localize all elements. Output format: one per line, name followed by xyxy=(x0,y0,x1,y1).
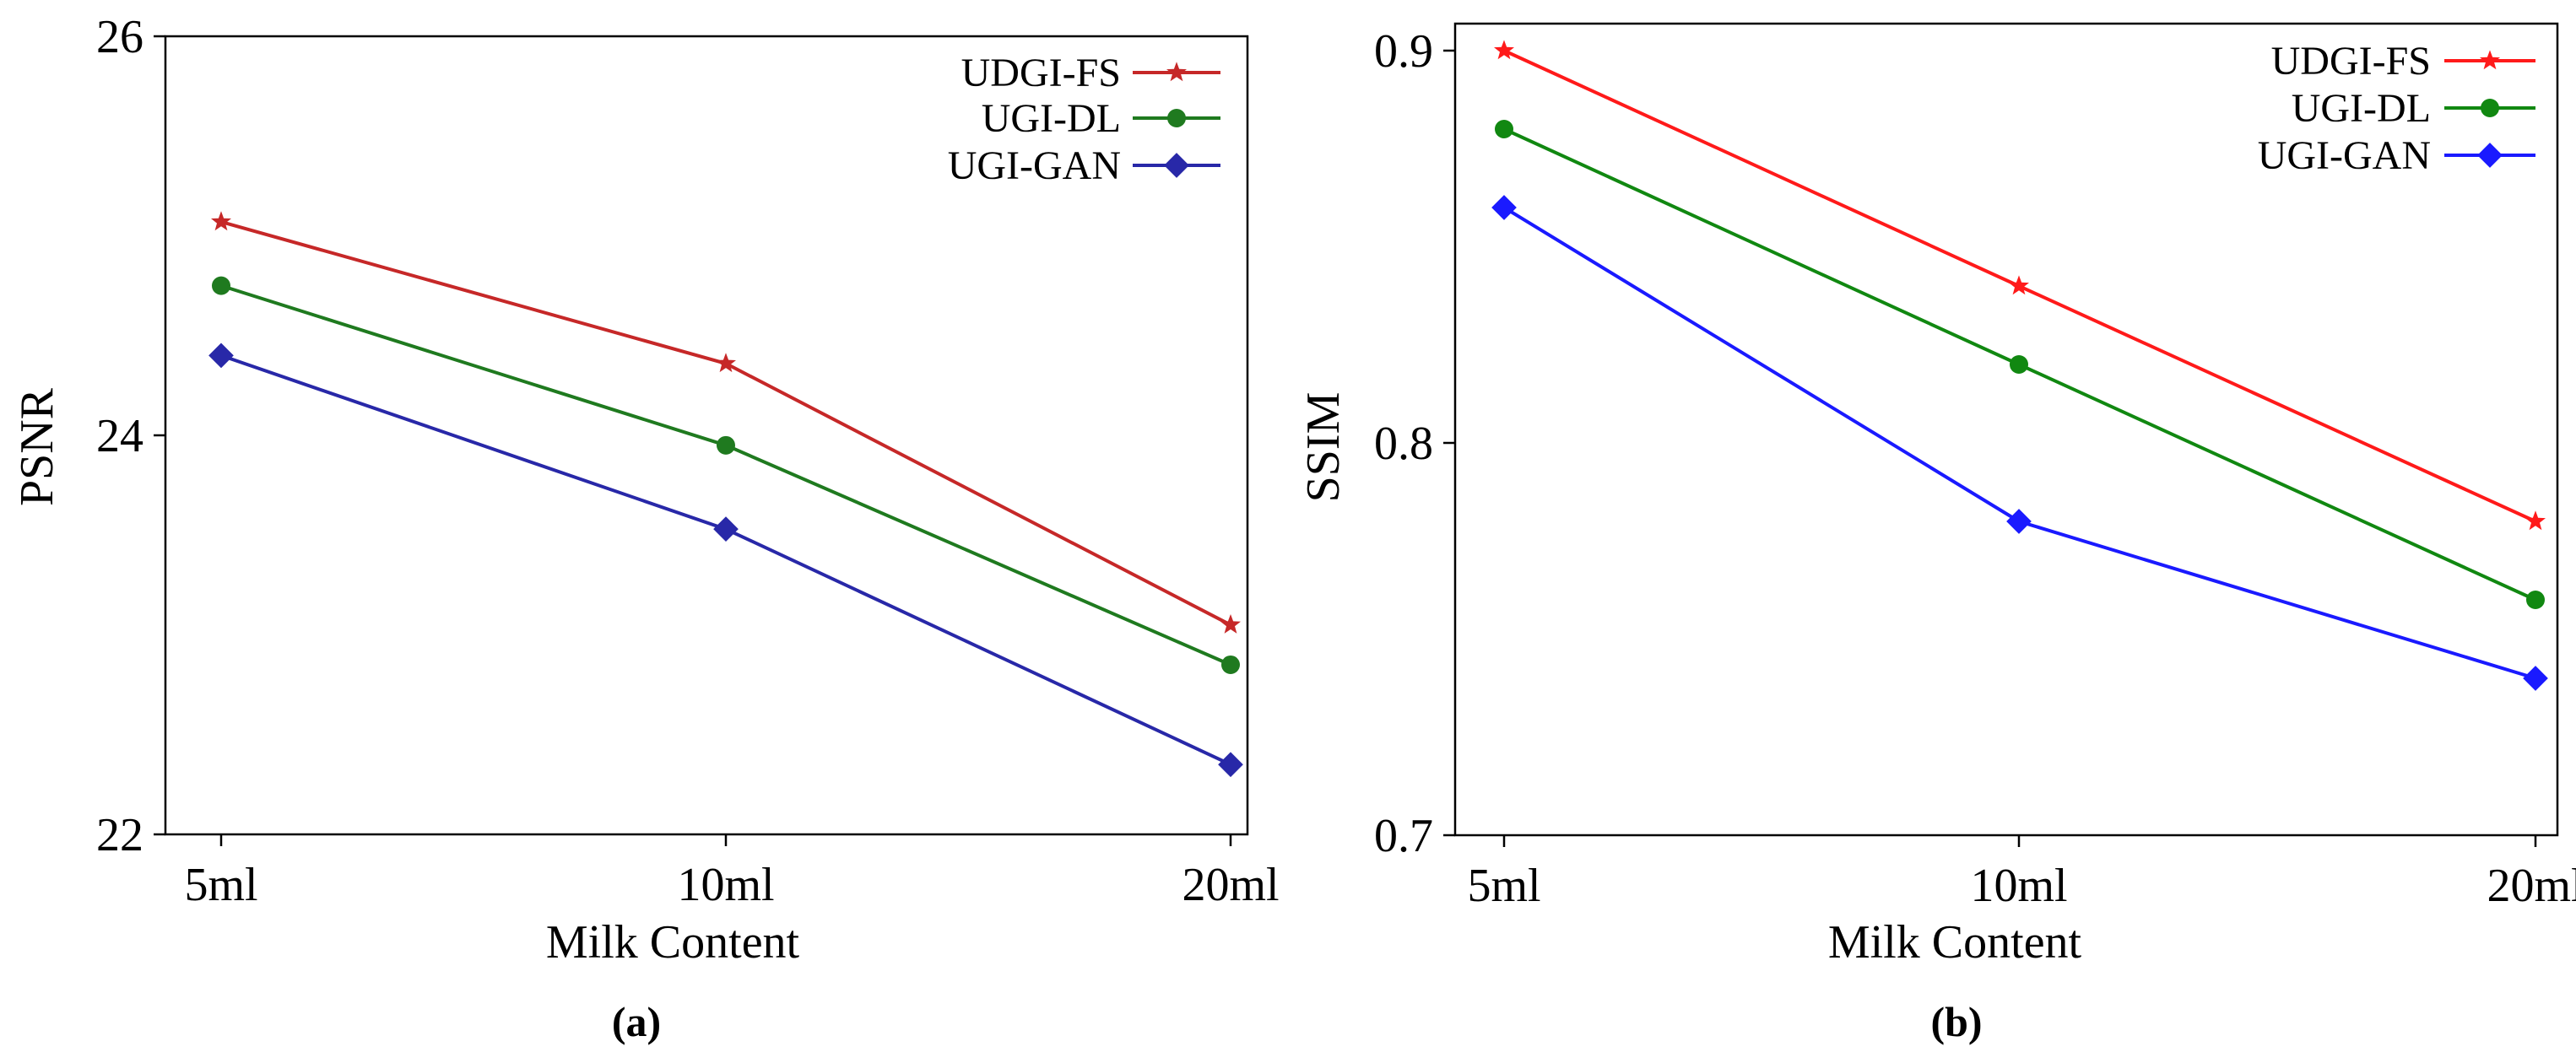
data-point-ugi-gan xyxy=(713,516,739,542)
x-axis-title-b: Milk Content xyxy=(1828,916,2082,969)
x-axis-b: 5ml 10ml 20ml xyxy=(1467,835,2576,912)
data-point-udgi-fs xyxy=(1220,614,1241,634)
legend-marker-udgi-fs xyxy=(2480,50,2500,70)
series-group-a xyxy=(208,211,1243,778)
x-tick-label: 5ml xyxy=(184,859,257,911)
y-tick-label: 24 xyxy=(96,410,143,462)
y-axis-title-b: SSIM xyxy=(1297,392,1350,503)
data-point-ugi-gan xyxy=(2523,666,2548,691)
x-axis-a: 5ml 10ml 20ml xyxy=(184,834,1280,911)
legend-marker-ugi-gan xyxy=(1164,153,1189,178)
x-tick-label: 20ml xyxy=(2487,860,2576,912)
legend-label-udgi-fs: UDGI-FS xyxy=(2271,39,2431,84)
y-tick-label: 0.7 xyxy=(1374,810,1433,862)
y-tick-label: 0.9 xyxy=(1374,25,1433,78)
x-axis-title-a: Milk Content xyxy=(546,916,800,969)
data-point-udgi-fs xyxy=(2525,510,2546,531)
legend-label-ugi-gan: UGI-GAN xyxy=(948,143,1121,188)
series-line-udgi-fs xyxy=(220,219,1231,627)
legend-label-ugi-gan: UGI-GAN xyxy=(2258,133,2431,178)
y-axis-b: 0.7 0.8 0.9 xyxy=(1374,25,1455,862)
series-group-b xyxy=(1491,40,2548,691)
x-tick-label: 10ml xyxy=(677,859,774,911)
data-point-ugi-gan xyxy=(2006,509,2032,534)
data-point-udgi-fs xyxy=(716,353,736,373)
x-tick-label: 20ml xyxy=(1182,859,1279,911)
legend-label-udgi-fs: UDGI-FS xyxy=(961,51,1121,95)
legend-marker-udgi-fs xyxy=(1166,62,1187,82)
legend-label-ugi-dl: UGI-DL xyxy=(2292,86,2431,131)
data-point-udgi-fs xyxy=(1494,40,1514,60)
data-point-ugi-dl xyxy=(2526,591,2545,609)
y-tick-label: 26 xyxy=(96,11,143,63)
x-tick-label: 5ml xyxy=(1467,860,1540,912)
x-tick-label: 10ml xyxy=(1970,860,2067,912)
y-tick-label: 22 xyxy=(96,809,143,861)
data-point-udgi-fs xyxy=(2009,275,2029,295)
data-point-ugi-dl xyxy=(2010,355,2028,374)
legend-label-ugi-dl: UGI-DL xyxy=(982,96,1121,141)
caption-a: (a) xyxy=(612,998,661,1045)
data-point-ugi-gan xyxy=(208,343,234,369)
data-point-ugi-dl xyxy=(212,276,230,295)
y-axis-title-a: PSNR xyxy=(11,387,63,506)
legend-marker-ugi-dl xyxy=(1167,109,1186,127)
y-axis-a: 22 24 26 xyxy=(96,11,165,861)
data-point-ugi-dl xyxy=(1221,655,1240,674)
chart-panel-b: 0.7 0.8 0.9 5ml 10ml 20ml UDGI-FSUGI-DLUGI-G… xyxy=(1297,22,2576,1045)
plot-frame-b xyxy=(1453,22,2559,837)
data-point-ugi-gan xyxy=(1491,195,1517,220)
y-tick-label: 0.8 xyxy=(1374,418,1433,470)
legend-marker-ugi-dl xyxy=(2481,99,2499,117)
data-point-ugi-gan xyxy=(1218,752,1243,778)
series-line-ugi-gan xyxy=(220,353,1231,767)
data-point-udgi-fs xyxy=(211,211,231,231)
legend-marker-ugi-gan xyxy=(2477,143,2503,168)
data-point-ugi-dl xyxy=(717,435,735,455)
data-point-ugi-dl xyxy=(1495,120,1513,138)
series-line-ugi-dl xyxy=(220,283,1231,666)
caption-b: (b) xyxy=(1930,998,1982,1045)
